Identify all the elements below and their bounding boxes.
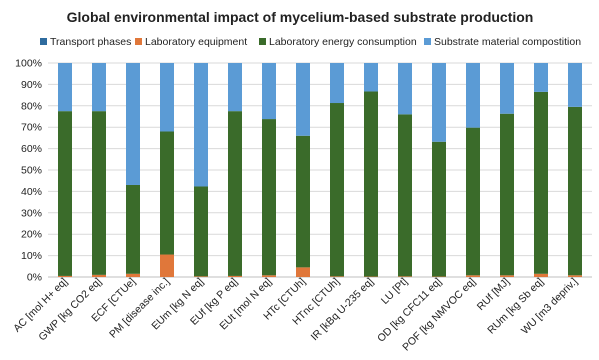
bar-segment-1-2 (92, 111, 106, 275)
bar-segment-3-2 (160, 131, 174, 254)
legend-label-1: Laboratory equipment (145, 36, 247, 48)
y-tick-label-8: 80% (21, 100, 42, 112)
y-tick-label-4: 40% (21, 186, 42, 198)
y-tick-label-7: 70% (21, 122, 42, 134)
chart-title: Global environmental impact of mycelium-… (67, 9, 534, 25)
bar-segment-9-2 (364, 91, 378, 276)
x-tick-label-1: GWP [kg CO2 eq] (36, 276, 104, 344)
bar-segment-3-1 (160, 255, 174, 277)
bar-segment-2-3 (126, 63, 140, 185)
bar-segment-15-2 (568, 107, 582, 275)
x-tick-label-9: IR [kBq U-235 eq] (309, 276, 377, 344)
bar-segment-12-3 (466, 63, 480, 128)
bar-segment-15-3 (568, 63, 582, 107)
y-tick-label-0: 0% (27, 272, 42, 284)
x-axis: AC [mol H+ eq]GWP [kg CO2 eq]ECF [CTUe]P… (11, 276, 580, 354)
y-tick-label-9: 90% (21, 79, 42, 91)
bar-segment-4-2 (194, 186, 208, 276)
x-tick-label-10: LU [Pt] (379, 276, 410, 307)
bar-segment-5-3 (228, 63, 242, 111)
bar-segment-10-3 (398, 63, 412, 114)
bar-segment-7-3 (296, 63, 310, 136)
legend-label-2: Laboratory energy consumption (269, 36, 417, 48)
x-tick-label-3: PM [disease inc.] (107, 276, 172, 341)
bar-segment-13-2 (500, 114, 514, 276)
bar-segment-8-2 (330, 103, 344, 276)
bar-segment-3-3 (160, 63, 174, 131)
bar-segment-0-2 (58, 111, 72, 276)
legend: Transport phases Laboratory equipment Labo… (40, 36, 581, 48)
bar-segment-6-3 (262, 63, 276, 119)
bar-segment-0-3 (58, 63, 72, 111)
bar-segment-9-3 (364, 63, 378, 91)
bar-segment-4-3 (194, 63, 208, 186)
bar-segment-12-2 (466, 128, 480, 276)
bar-segment-11-2 (432, 142, 446, 277)
bar-segment-7-1 (296, 267, 310, 277)
legend-swatch-0 (40, 38, 47, 45)
legend-label-3: Substrate material compostition (434, 36, 581, 48)
bar-segment-8-3 (330, 63, 344, 103)
bar-segment-14-2 (534, 92, 548, 274)
bar-segment-6-2 (262, 119, 276, 275)
y-tick-label-6: 60% (21, 143, 42, 155)
bar-segment-2-2 (126, 185, 140, 274)
legend-swatch-2 (259, 38, 266, 45)
legend-swatch-3 (424, 38, 431, 45)
bar-segment-5-2 (228, 111, 242, 276)
bar-segment-11-3 (432, 63, 446, 142)
y-tick-label-3: 30% (21, 207, 42, 219)
y-tick-label-5: 50% (21, 165, 42, 177)
bar-segment-7-2 (296, 136, 310, 268)
bar-segment-1-3 (92, 63, 106, 111)
y-tick-label-2: 20% (21, 229, 42, 241)
y-tick-label-1: 10% (21, 250, 42, 262)
legend-label-0: Transport phases (50, 36, 131, 48)
y-tick-label-10: 100% (15, 58, 42, 70)
bar-segment-10-2 (398, 114, 412, 276)
bar-segment-14-3 (534, 63, 548, 92)
bar-segment-13-3 (500, 63, 514, 114)
legend-swatch-1 (135, 38, 142, 45)
